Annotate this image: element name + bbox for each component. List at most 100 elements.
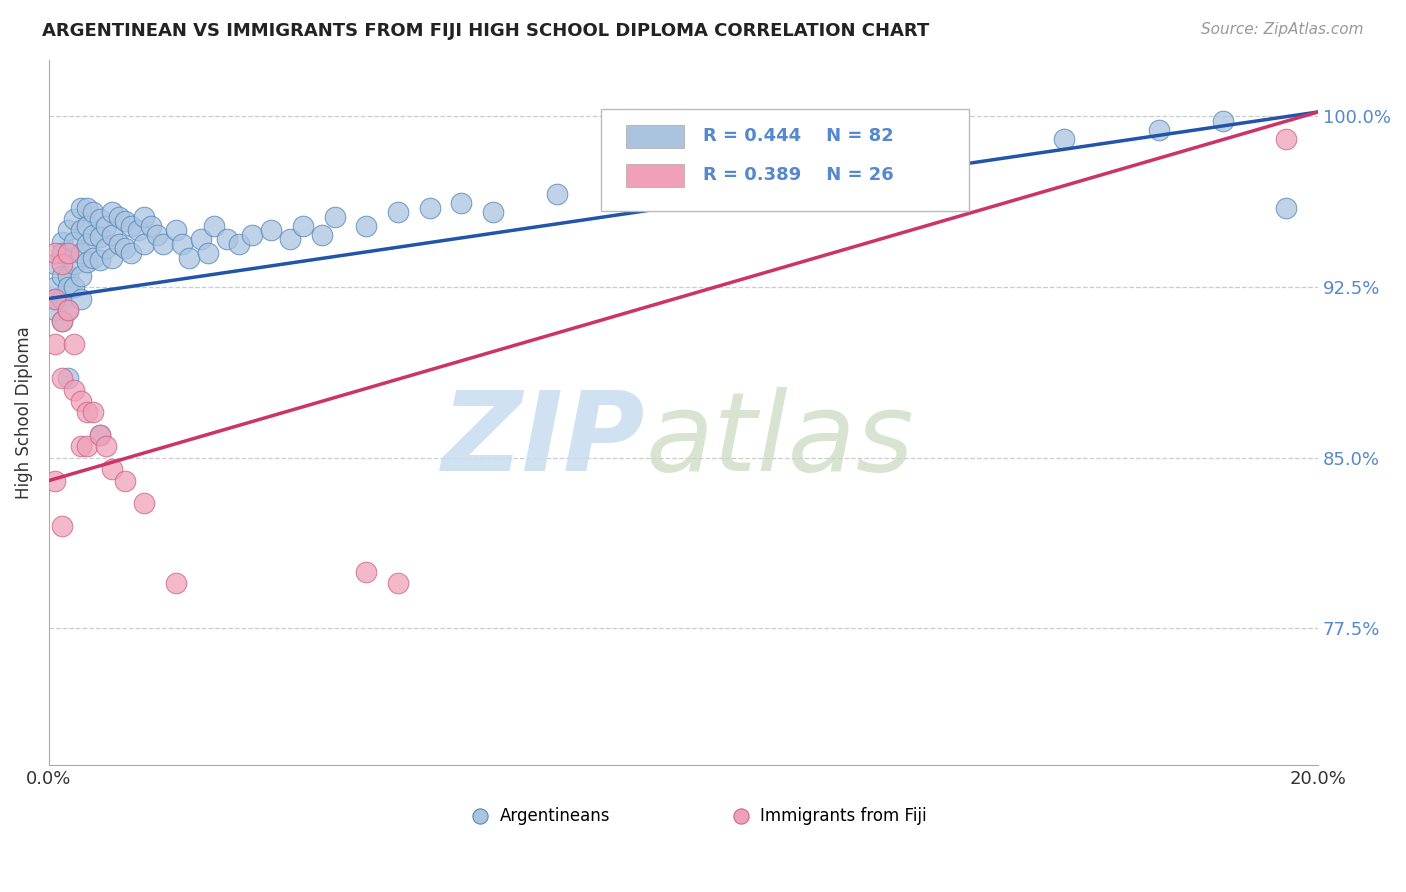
Point xyxy=(82,227,104,242)
Point xyxy=(69,440,91,454)
Point xyxy=(56,302,79,317)
Point xyxy=(94,219,117,233)
Point xyxy=(44,292,66,306)
Point xyxy=(134,210,156,224)
Point xyxy=(1212,114,1234,128)
Point xyxy=(419,201,441,215)
Bar xyxy=(627,164,683,186)
Point xyxy=(89,428,111,442)
Point xyxy=(165,576,187,591)
Point xyxy=(56,246,79,260)
Point xyxy=(215,232,238,246)
Point xyxy=(63,235,86,249)
Point xyxy=(107,210,129,224)
Point xyxy=(152,236,174,251)
Point xyxy=(51,257,73,271)
Point xyxy=(1275,132,1298,146)
Point xyxy=(51,314,73,328)
Point xyxy=(101,227,124,242)
Point xyxy=(1053,132,1076,146)
Point xyxy=(44,280,66,294)
Point xyxy=(1275,201,1298,215)
Point xyxy=(44,292,66,306)
Point xyxy=(114,242,136,256)
Point xyxy=(278,232,301,246)
Point xyxy=(63,211,86,226)
Point xyxy=(202,219,225,233)
Point xyxy=(240,227,263,242)
Point xyxy=(69,268,91,283)
Point xyxy=(82,205,104,219)
Point xyxy=(165,223,187,237)
Point xyxy=(172,236,194,251)
Point xyxy=(356,565,378,579)
Point xyxy=(146,227,169,242)
Point xyxy=(69,393,91,408)
Point xyxy=(863,151,886,165)
Y-axis label: High School Diploma: High School Diploma xyxy=(15,326,32,499)
Point xyxy=(114,214,136,228)
Point xyxy=(228,236,250,251)
Point xyxy=(356,219,378,233)
Point xyxy=(94,440,117,454)
Text: atlas: atlas xyxy=(645,387,914,494)
Point xyxy=(387,205,409,219)
Point xyxy=(69,246,91,260)
Point xyxy=(127,223,149,237)
Point xyxy=(94,242,117,256)
Point xyxy=(114,474,136,488)
Point xyxy=(1149,123,1171,137)
Point xyxy=(44,474,66,488)
Point xyxy=(450,196,472,211)
Point xyxy=(546,186,568,201)
Text: ZIP: ZIP xyxy=(441,387,645,494)
Point xyxy=(76,219,98,233)
Point xyxy=(44,246,66,260)
Point xyxy=(101,205,124,219)
Point xyxy=(107,236,129,251)
Point xyxy=(51,371,73,385)
Point xyxy=(101,462,124,476)
Point xyxy=(190,232,212,246)
Point xyxy=(387,576,409,591)
Point xyxy=(134,236,156,251)
Point xyxy=(482,205,505,219)
Point xyxy=(177,251,200,265)
Point xyxy=(44,257,66,271)
Point xyxy=(134,496,156,510)
Point xyxy=(51,235,73,249)
Point xyxy=(63,280,86,294)
Point xyxy=(44,302,66,317)
Point xyxy=(121,219,143,233)
Point xyxy=(197,246,219,260)
Point xyxy=(76,201,98,215)
Point xyxy=(56,371,79,385)
Point xyxy=(76,405,98,419)
Point xyxy=(139,219,162,233)
Point xyxy=(51,246,73,260)
Point xyxy=(56,246,79,260)
Point xyxy=(56,268,79,283)
Point xyxy=(89,230,111,244)
Point xyxy=(291,219,314,233)
Point xyxy=(63,257,86,271)
FancyBboxPatch shape xyxy=(600,109,969,211)
Text: ARGENTINEAN VS IMMIGRANTS FROM FIJI HIGH SCHOOL DIPLOMA CORRELATION CHART: ARGENTINEAN VS IMMIGRANTS FROM FIJI HIGH… xyxy=(42,22,929,40)
Point xyxy=(69,201,91,215)
Point xyxy=(672,173,695,187)
Point xyxy=(69,292,91,306)
Text: Argentineans: Argentineans xyxy=(499,807,610,825)
Point xyxy=(89,428,111,442)
Text: R = 0.389    N = 26: R = 0.389 N = 26 xyxy=(703,166,893,185)
Text: Source: ZipAtlas.com: Source: ZipAtlas.com xyxy=(1201,22,1364,37)
Point xyxy=(323,210,346,224)
Point xyxy=(51,268,73,283)
Point xyxy=(63,337,86,351)
Point xyxy=(56,280,79,294)
Point xyxy=(121,246,143,260)
Point xyxy=(927,144,949,158)
Point xyxy=(76,440,98,454)
Point xyxy=(56,302,79,317)
Point xyxy=(44,337,66,351)
Point xyxy=(51,314,73,328)
